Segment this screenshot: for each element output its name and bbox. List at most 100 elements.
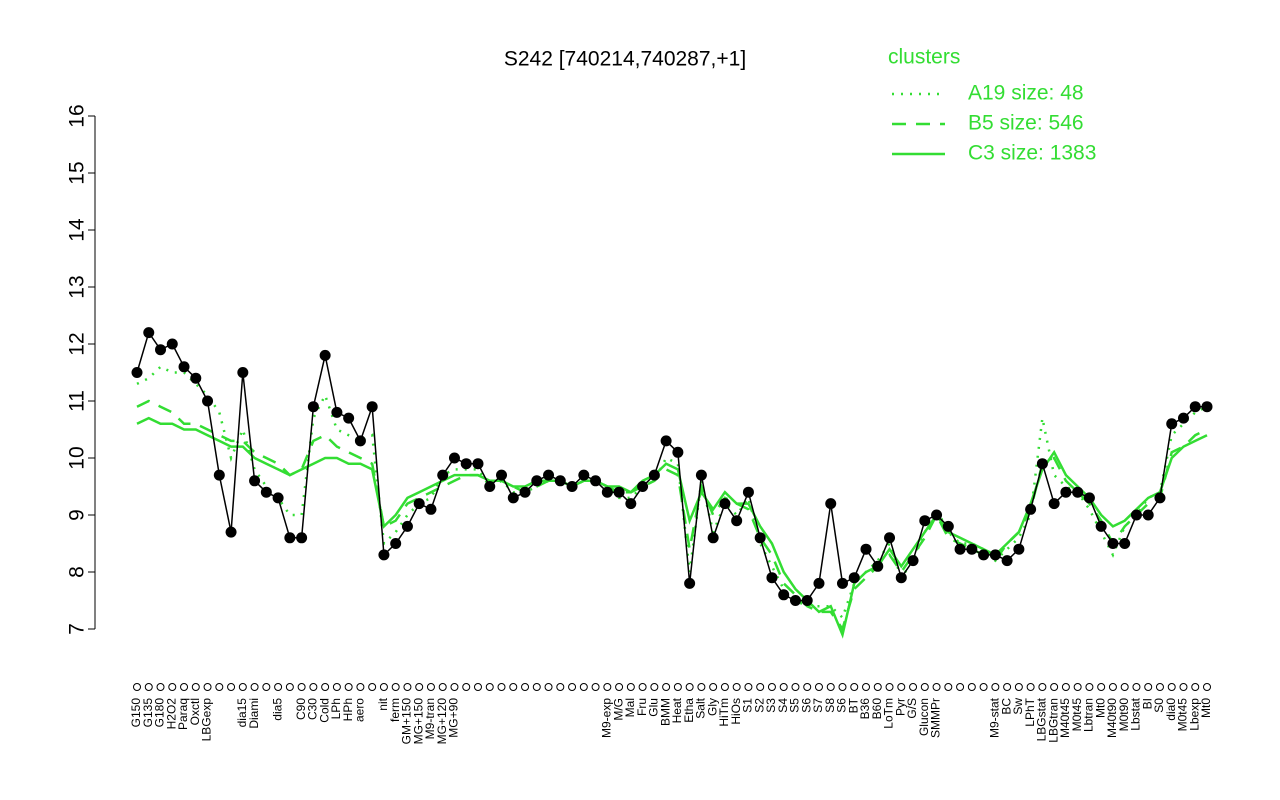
data-point xyxy=(1130,509,1142,521)
x-tick-label: BMM xyxy=(658,698,672,726)
x-tick-label: G180 xyxy=(153,698,167,728)
rug-marker xyxy=(203,683,212,691)
rug-marker xyxy=(885,683,894,691)
data-point xyxy=(1154,492,1166,504)
x-tick-label: dia0 xyxy=(1164,698,1178,721)
x-tick-label: Paraq xyxy=(176,698,190,730)
rug-marker xyxy=(227,683,236,691)
x-tick-label: S6 xyxy=(799,698,813,713)
data-point xyxy=(754,532,766,544)
x-tick-label: dia5 xyxy=(270,698,284,721)
data-point xyxy=(637,481,649,492)
data-point xyxy=(907,555,919,567)
rug-marker xyxy=(450,683,459,691)
rug-marker xyxy=(709,683,718,691)
x-tick-label: Mt0 xyxy=(1093,698,1107,718)
data-point xyxy=(155,344,167,356)
rug-marker xyxy=(579,683,588,691)
rug-marker xyxy=(156,683,165,691)
rug-marker xyxy=(662,683,671,691)
x-tick-label: S1 xyxy=(741,698,755,713)
x-tick-label: Oxctl xyxy=(188,698,202,725)
data-point xyxy=(742,486,754,498)
rug-marker xyxy=(403,683,412,691)
legend-label: B5 size: 546 xyxy=(968,112,1084,135)
data-point xyxy=(1166,418,1178,430)
y-tick-label: 15 xyxy=(66,161,89,184)
y-tick-label: 7 xyxy=(66,623,89,635)
rug-marker xyxy=(1108,683,1117,691)
x-tick-label: MG+120 xyxy=(435,698,449,745)
rug-marker xyxy=(814,683,823,691)
rug-marker xyxy=(1038,683,1047,691)
x-tick-label: BI xyxy=(1140,698,1154,709)
data-point xyxy=(284,532,296,544)
rug-marker xyxy=(697,683,706,691)
data-point xyxy=(131,367,143,378)
data-point xyxy=(672,446,684,458)
rug-marker xyxy=(1120,683,1129,691)
data-point xyxy=(143,327,155,339)
rug-marker xyxy=(673,683,682,691)
x-tick-label: aero xyxy=(353,698,367,722)
data-point xyxy=(989,549,1001,561)
data-point xyxy=(531,475,543,487)
rug-marker xyxy=(862,683,871,691)
rug-marker xyxy=(744,683,753,691)
x-tick-label: dia15 xyxy=(235,698,249,728)
x-tick-label: MG+90 xyxy=(447,698,461,738)
rug-marker xyxy=(967,683,976,691)
rug-marker xyxy=(791,683,800,691)
data-point xyxy=(319,349,331,361)
x-tick-label: C90 xyxy=(294,698,308,720)
data-point xyxy=(825,498,837,510)
data-point xyxy=(1201,401,1213,413)
x-tick-label: Etha xyxy=(682,698,696,723)
rug-marker xyxy=(568,683,577,691)
data-point xyxy=(307,401,319,413)
rug-marker xyxy=(650,683,659,691)
data-point xyxy=(1013,543,1025,555)
rug-marker xyxy=(1073,683,1082,691)
rug-marker xyxy=(909,683,918,691)
data-point xyxy=(1189,401,1201,413)
data-point xyxy=(1060,486,1072,498)
x-tick-label: G135 xyxy=(141,698,155,728)
data-point xyxy=(296,532,308,544)
data-point xyxy=(813,577,825,589)
x-tick-label: M0t45 xyxy=(1070,698,1084,732)
legend-label: A19 size: 48 xyxy=(968,82,1084,105)
x-tick-label: Pyr xyxy=(893,698,907,716)
x-tick-label: BC xyxy=(999,698,1013,715)
rug-marker xyxy=(897,683,906,691)
data-point xyxy=(496,469,508,481)
data-point xyxy=(778,589,790,601)
rug-marker xyxy=(603,683,612,691)
data-point xyxy=(1083,492,1095,504)
y-tick-label: 13 xyxy=(66,275,89,298)
rug-marker xyxy=(1050,683,1059,691)
data-point xyxy=(507,492,519,504)
x-tick-label: M40t90 xyxy=(1105,698,1119,738)
rug-marker xyxy=(238,683,247,691)
data-point xyxy=(460,458,472,470)
x-tick-label: Heat xyxy=(670,697,684,723)
rug-marker xyxy=(979,683,988,691)
x-tick-label: H2O2 xyxy=(164,698,178,730)
x-tick-label: Diami xyxy=(247,698,261,729)
rug-marker xyxy=(826,683,835,691)
data-line xyxy=(136,330,1207,602)
rug-marker xyxy=(720,683,729,691)
data-point xyxy=(225,526,237,538)
x-tick-label: S5 xyxy=(788,698,802,713)
data-point xyxy=(648,469,660,481)
x-tick-label: B60 xyxy=(870,698,884,720)
x-tick-label: LBGtran xyxy=(1046,698,1060,743)
rug-marker xyxy=(1061,683,1070,691)
x-tick-label: Salt xyxy=(694,697,708,718)
rug-marker xyxy=(615,683,624,691)
rug-marker xyxy=(803,683,812,691)
x-tick-label: S2 xyxy=(752,698,766,713)
rug-marker xyxy=(215,683,224,691)
